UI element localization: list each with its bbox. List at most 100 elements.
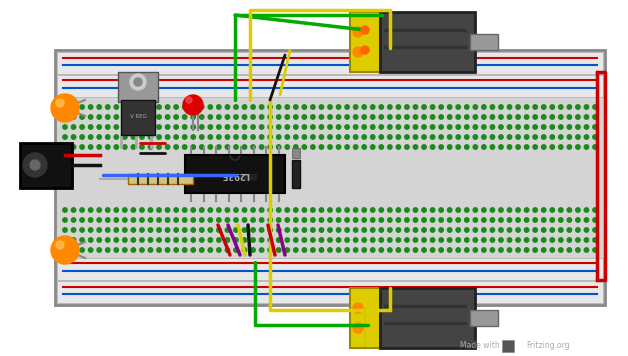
Circle shape [183,218,187,222]
Circle shape [311,238,315,242]
Circle shape [191,248,195,252]
Circle shape [328,238,332,242]
Circle shape [122,135,127,139]
Circle shape [225,228,230,232]
Circle shape [482,105,486,109]
Circle shape [541,125,546,129]
Circle shape [430,125,435,129]
Circle shape [507,125,512,129]
Circle shape [396,115,401,119]
Circle shape [396,105,401,109]
Circle shape [490,248,495,252]
Circle shape [337,228,341,232]
Circle shape [371,115,375,119]
Circle shape [97,218,101,222]
Circle shape [217,238,221,242]
Circle shape [97,145,101,149]
Circle shape [448,238,452,242]
Circle shape [165,248,170,252]
Circle shape [576,208,580,212]
Circle shape [362,208,366,212]
Circle shape [413,145,418,149]
Circle shape [559,228,563,232]
Circle shape [354,135,358,139]
Circle shape [131,228,136,232]
Circle shape [422,228,426,232]
Circle shape [439,228,443,232]
Circle shape [191,135,195,139]
Circle shape [234,238,238,242]
Circle shape [80,248,84,252]
Circle shape [208,125,212,129]
Circle shape [473,105,477,109]
Circle shape [311,125,315,129]
Circle shape [208,105,212,109]
Circle shape [191,208,195,212]
Circle shape [191,238,195,242]
Circle shape [448,115,452,119]
Circle shape [379,135,384,139]
Circle shape [576,145,580,149]
Circle shape [593,218,597,222]
Circle shape [593,228,597,232]
Circle shape [567,218,571,222]
Circle shape [114,238,119,242]
Circle shape [225,248,230,252]
Circle shape [482,218,486,222]
Circle shape [337,125,341,129]
Circle shape [268,218,273,222]
Circle shape [559,208,563,212]
Circle shape [404,228,409,232]
Circle shape [362,125,366,129]
Circle shape [337,218,341,222]
Circle shape [593,135,597,139]
Circle shape [448,248,452,252]
Circle shape [490,125,495,129]
Circle shape [387,248,392,252]
Circle shape [200,208,204,212]
Circle shape [371,228,375,232]
Circle shape [507,115,512,119]
Circle shape [208,238,212,242]
Circle shape [473,238,477,242]
Circle shape [63,238,67,242]
Circle shape [413,238,418,242]
Bar [57,52,603,74]
Circle shape [225,105,230,109]
Circle shape [361,26,369,34]
Circle shape [482,228,486,232]
Circle shape [524,218,529,222]
Circle shape [251,105,255,109]
Circle shape [541,145,546,149]
Circle shape [276,125,281,129]
Circle shape [294,145,298,149]
Circle shape [490,238,495,242]
Circle shape [242,228,247,232]
Circle shape [473,115,477,119]
Circle shape [482,125,486,129]
Circle shape [148,115,153,119]
Circle shape [174,125,178,129]
Circle shape [345,115,349,119]
Bar [350,12,380,72]
Circle shape [234,105,238,109]
Circle shape [80,238,84,242]
Circle shape [550,125,555,129]
Circle shape [114,115,119,119]
Circle shape [550,145,555,149]
Circle shape [183,105,187,109]
Circle shape [387,145,392,149]
Circle shape [584,105,588,109]
Bar [57,172,603,182]
Circle shape [268,125,273,129]
Circle shape [465,208,469,212]
Circle shape [72,248,76,252]
Circle shape [404,218,409,222]
Circle shape [140,248,144,252]
Bar [470,310,498,326]
Circle shape [302,125,306,129]
Circle shape [362,105,366,109]
Circle shape [430,238,435,242]
Bar [350,288,380,348]
Circle shape [319,145,323,149]
